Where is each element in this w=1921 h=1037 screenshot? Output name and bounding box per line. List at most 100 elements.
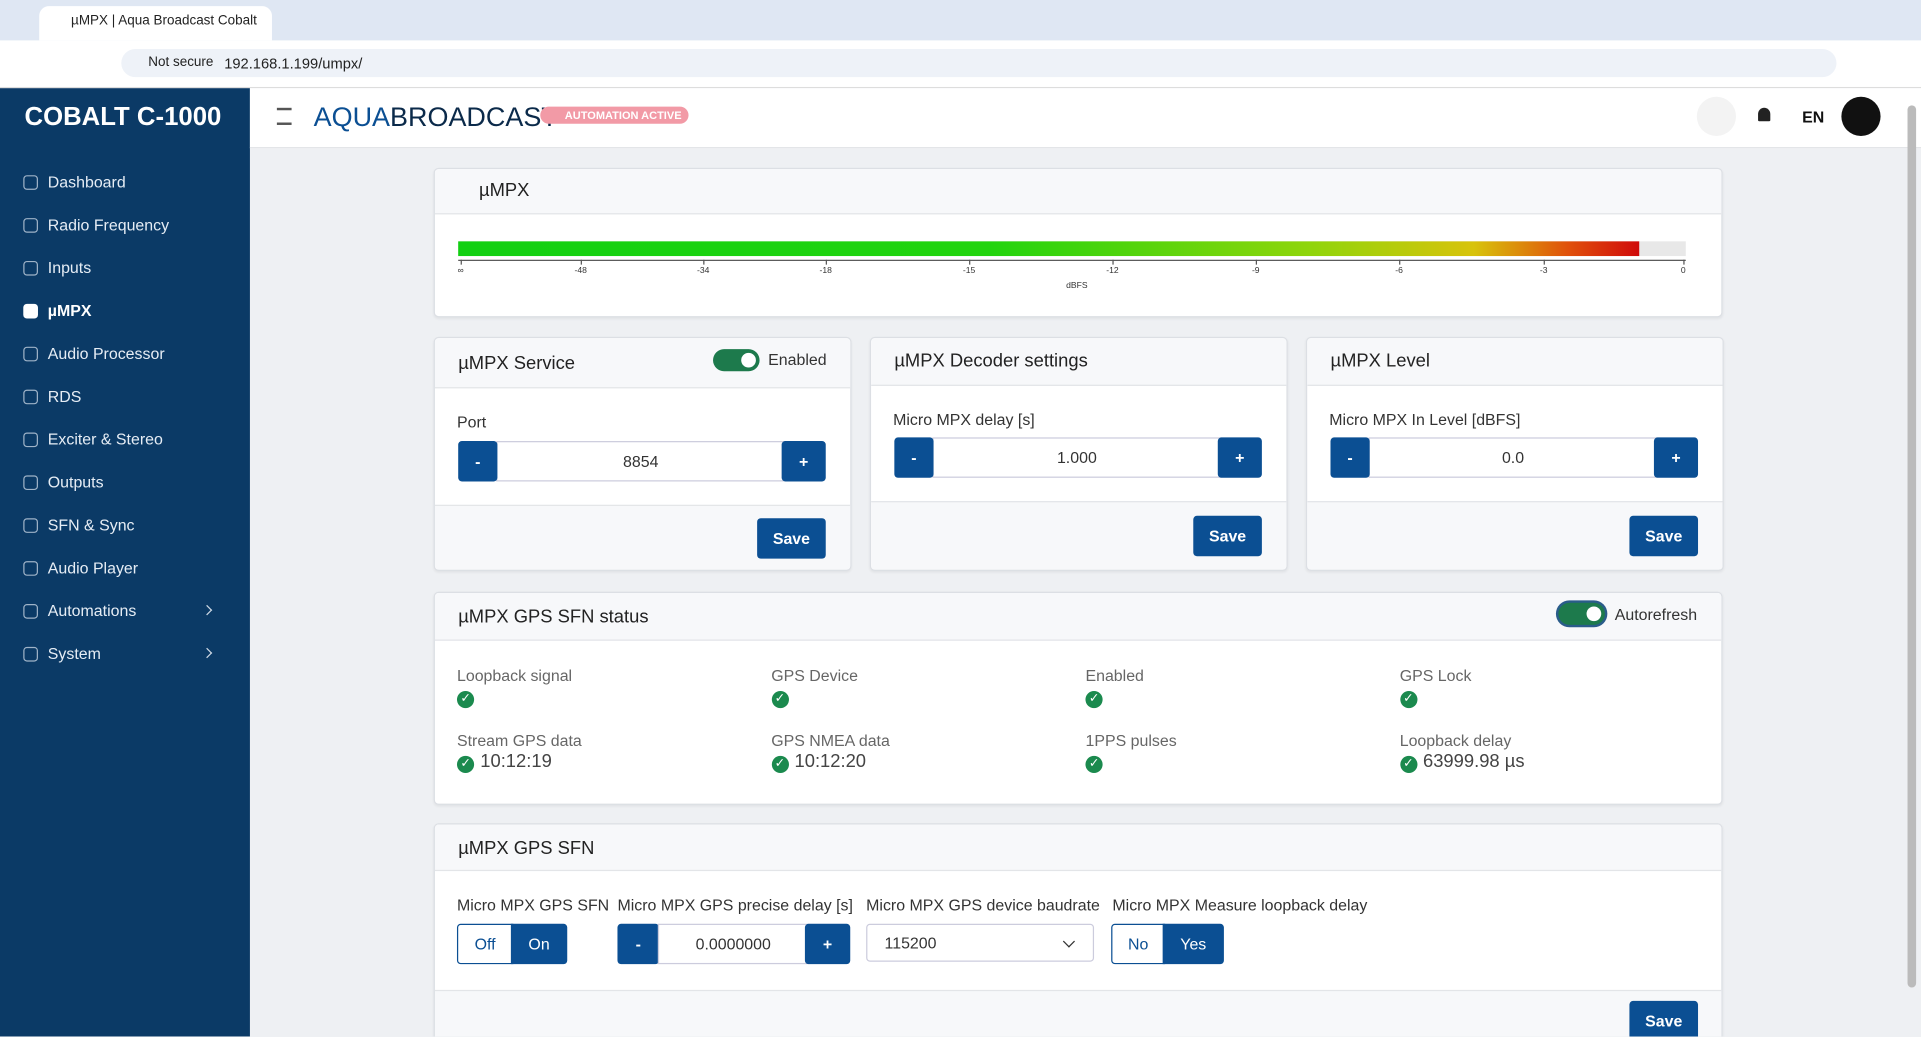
meter-tick — [969, 259, 971, 265]
language-button[interactable]: EN — [1802, 107, 1825, 127]
nav-icon — [23, 561, 38, 576]
minus-button[interactable]: - — [1330, 437, 1370, 478]
minus-button[interactable]: - — [894, 437, 934, 478]
nav-item[interactable]: Radio Frequency — [47, 215, 170, 234]
meter-level — [458, 241, 1640, 257]
nav-item[interactable]: Audio Player — [47, 558, 139, 578]
status-card: µMPX GPS SFN status — [433, 591, 1723, 805]
baudrate-select[interactable]: 115200 — [866, 923, 1095, 962]
field-label: Port — [456, 412, 487, 432]
meter-tick-label: -3 — [1539, 267, 1548, 276]
meter-tick — [1399, 259, 1401, 265]
card-header: µMPX Service — [434, 338, 851, 389]
level-input[interactable]: 0.0 — [1368, 437, 1658, 478]
save-button[interactable]: Save — [1193, 515, 1262, 557]
card-title: µMPX GPS SFN status — [458, 606, 649, 628]
nav-icon — [23, 260, 38, 276]
status-ok-icon: ✓ — [1085, 690, 1103, 709]
autorefresh-toggle[interactable] — [1558, 602, 1605, 625]
minus-button[interactable]: - — [458, 441, 498, 482]
off-option[interactable]: Off — [456, 923, 514, 965]
nav-item[interactable]: Dashboard — [47, 172, 126, 192]
card-title: µMPX Level — [1330, 350, 1430, 372]
meter-unit: dBFS — [1066, 281, 1088, 291]
plus-button[interactable]: + — [1217, 437, 1262, 478]
card-title: µMPX Decoder settings — [894, 350, 1088, 372]
sidebar — [0, 88, 250, 1037]
menu-button[interactable] — [276, 107, 292, 125]
on-option[interactable]: On — [510, 923, 568, 965]
nav-item[interactable]: RDS — [47, 387, 82, 406]
status-ok-icon: ✓ — [1399, 755, 1417, 774]
meter-tick-label: -18 — [819, 267, 832, 276]
logo-a: AQUA — [313, 101, 391, 133]
tab-title: µMPX | Aqua Broadcast Cobalt — [71, 13, 257, 29]
meter-tick — [1255, 259, 1257, 265]
status-label: Stream GPS data — [456, 731, 582, 750]
mute-button[interactable] — [1696, 96, 1737, 136]
meter-axis — [458, 259, 1686, 261]
address-bar[interactable] — [121, 49, 1837, 78]
enabled-toggle[interactable] — [713, 349, 760, 372]
field-label: Micro MPX GPS device baudrate — [866, 895, 1100, 914]
logo-b: BROADCAST — [390, 101, 558, 133]
status-label: Loopback delay — [1399, 731, 1512, 750]
field-label: Micro MPX GPS SFN — [456, 895, 610, 914]
nav-item[interactable]: Exciter & Stereo — [47, 430, 163, 449]
nav-item[interactable]: System — [47, 644, 101, 663]
toggle-label: Enabled — [768, 350, 827, 369]
status-label: GPS NMEA data — [771, 731, 890, 750]
status-ok-icon: ✓ — [771, 690, 789, 709]
meter-tick-label: 0 — [1680, 267, 1686, 276]
user-button[interactable] — [1841, 96, 1881, 136]
url: 192.168.1.199/umpx/ — [224, 55, 363, 73]
delay-input[interactable]: 1.000 — [932, 437, 1222, 478]
nav-icon — [23, 603, 38, 619]
tab[interactable] — [39, 6, 272, 41]
nav-item[interactable]: SFN & Sync — [47, 515, 135, 535]
no-option[interactable]: No — [1111, 923, 1166, 965]
logo: AQUABROADCAST — [314, 102, 558, 134]
field-label: Micro MPX GPS precise delay [s] — [617, 895, 853, 914]
meter-tick-label: -9 — [1251, 267, 1260, 276]
status-ok-icon: ✓ — [1085, 755, 1103, 774]
status-label: GPS Device — [771, 666, 858, 685]
meter-tick-label: -48 — [574, 267, 587, 276]
automation-badge: AUTOMATION ACTIVE — [540, 106, 689, 124]
nav-icon — [23, 303, 38, 319]
status-ok-icon: ✓ — [456, 690, 475, 709]
plus-button[interactable]: + — [804, 923, 851, 965]
nav-icon — [23, 432, 38, 448]
nav-item[interactable]: Inputs — [47, 258, 92, 277]
notifications-button[interactable] — [1758, 107, 1771, 122]
field-label: Micro MPX In Level [dBFS] — [1329, 410, 1521, 429]
port-input[interactable]: 8854 — [496, 441, 786, 482]
card-title: µMPX — [479, 180, 530, 201]
minus-button[interactable]: - — [617, 923, 660, 965]
card-header: µMPX Level — [1307, 338, 1723, 386]
save-button[interactable]: Save — [1629, 1000, 1699, 1037]
status-value: 10:12:19 — [480, 751, 552, 772]
meter-tick-label: ∞ — [457, 267, 464, 276]
meter-tick-label: -15 — [962, 267, 976, 276]
nav-item[interactable]: Outputs — [47, 472, 104, 492]
nav-icon — [23, 175, 38, 190]
nav-icon — [23, 218, 38, 233]
nav-item[interactable]: Audio Processor — [47, 344, 165, 363]
status-label: Enabled — [1085, 666, 1144, 685]
status-label: 1PPS pulses — [1085, 731, 1177, 750]
yes-option[interactable]: Yes — [1162, 923, 1224, 965]
plus-button[interactable]: + — [1653, 437, 1699, 478]
precise-delay-input[interactable]: 0.0000000 — [657, 923, 809, 965]
nav-item[interactable]: µMPX — [47, 301, 92, 320]
save-button[interactable]: Save — [1629, 515, 1699, 557]
header — [249, 88, 1921, 149]
save-button[interactable]: Save — [757, 518, 826, 559]
field-label: Micro MPX delay [s] — [893, 410, 1035, 429]
nav-item[interactable]: Automations — [47, 601, 137, 620]
plus-button[interactable]: + — [781, 441, 826, 482]
nav-icon — [23, 475, 38, 491]
